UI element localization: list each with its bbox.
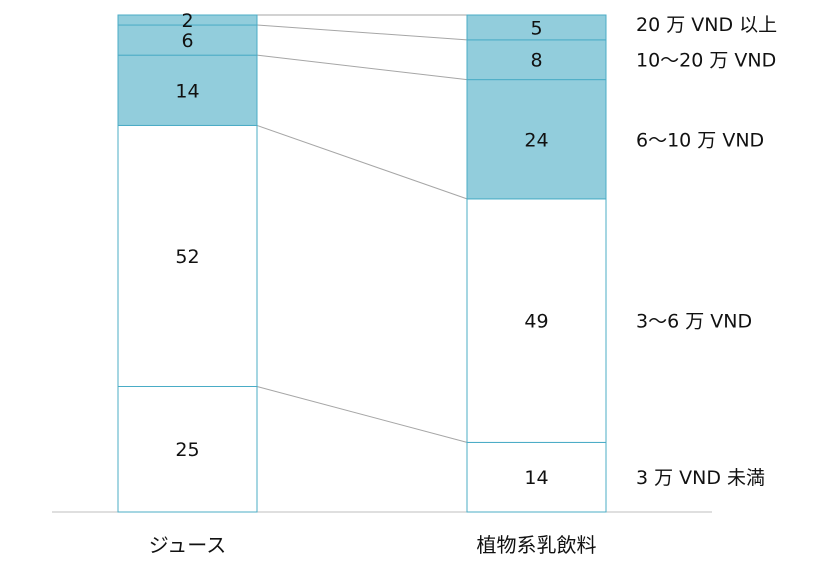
data-label: 6: [181, 30, 193, 52]
data-label: 14: [175, 80, 199, 102]
data-label: 5: [530, 17, 542, 39]
bar-segment: [117, 54, 258, 126]
data-label: 2: [181, 10, 193, 32]
data-label: 8: [530, 50, 542, 72]
series-connector-line: [256, 124, 468, 200]
bar-segment: [466, 14, 607, 41]
data-label: 25: [175, 439, 199, 461]
data-label: 14: [524, 467, 548, 489]
bar-segment: [466, 441, 607, 513]
bar-segment: [117, 14, 258, 26]
legend-entry: 3〜6 万 VND: [636, 311, 752, 333]
bar-segment: [117, 124, 258, 387]
bar-segment: [117, 385, 258, 513]
legend-entry: 10〜20 万 VND: [636, 50, 776, 72]
series-connector-line: [256, 54, 468, 81]
category-label: 植物系乳飲料: [477, 533, 597, 557]
bar-segment: [466, 198, 607, 443]
bar-segment: [466, 79, 607, 200]
legend-entry: 6〜10 万 VND: [636, 129, 764, 151]
legend-entry: 3 万 VND 未満: [636, 467, 765, 489]
legend-entry: 20 万 VND 以上: [636, 14, 777, 36]
category-label: ジュース: [149, 533, 227, 557]
bar-segment: [117, 24, 258, 56]
series-connector-line: [256, 24, 468, 41]
data-label: 49: [524, 311, 548, 333]
data-label: 24: [524, 129, 548, 151]
data-label: 52: [175, 246, 199, 268]
series-connector-line: [256, 386, 468, 443]
